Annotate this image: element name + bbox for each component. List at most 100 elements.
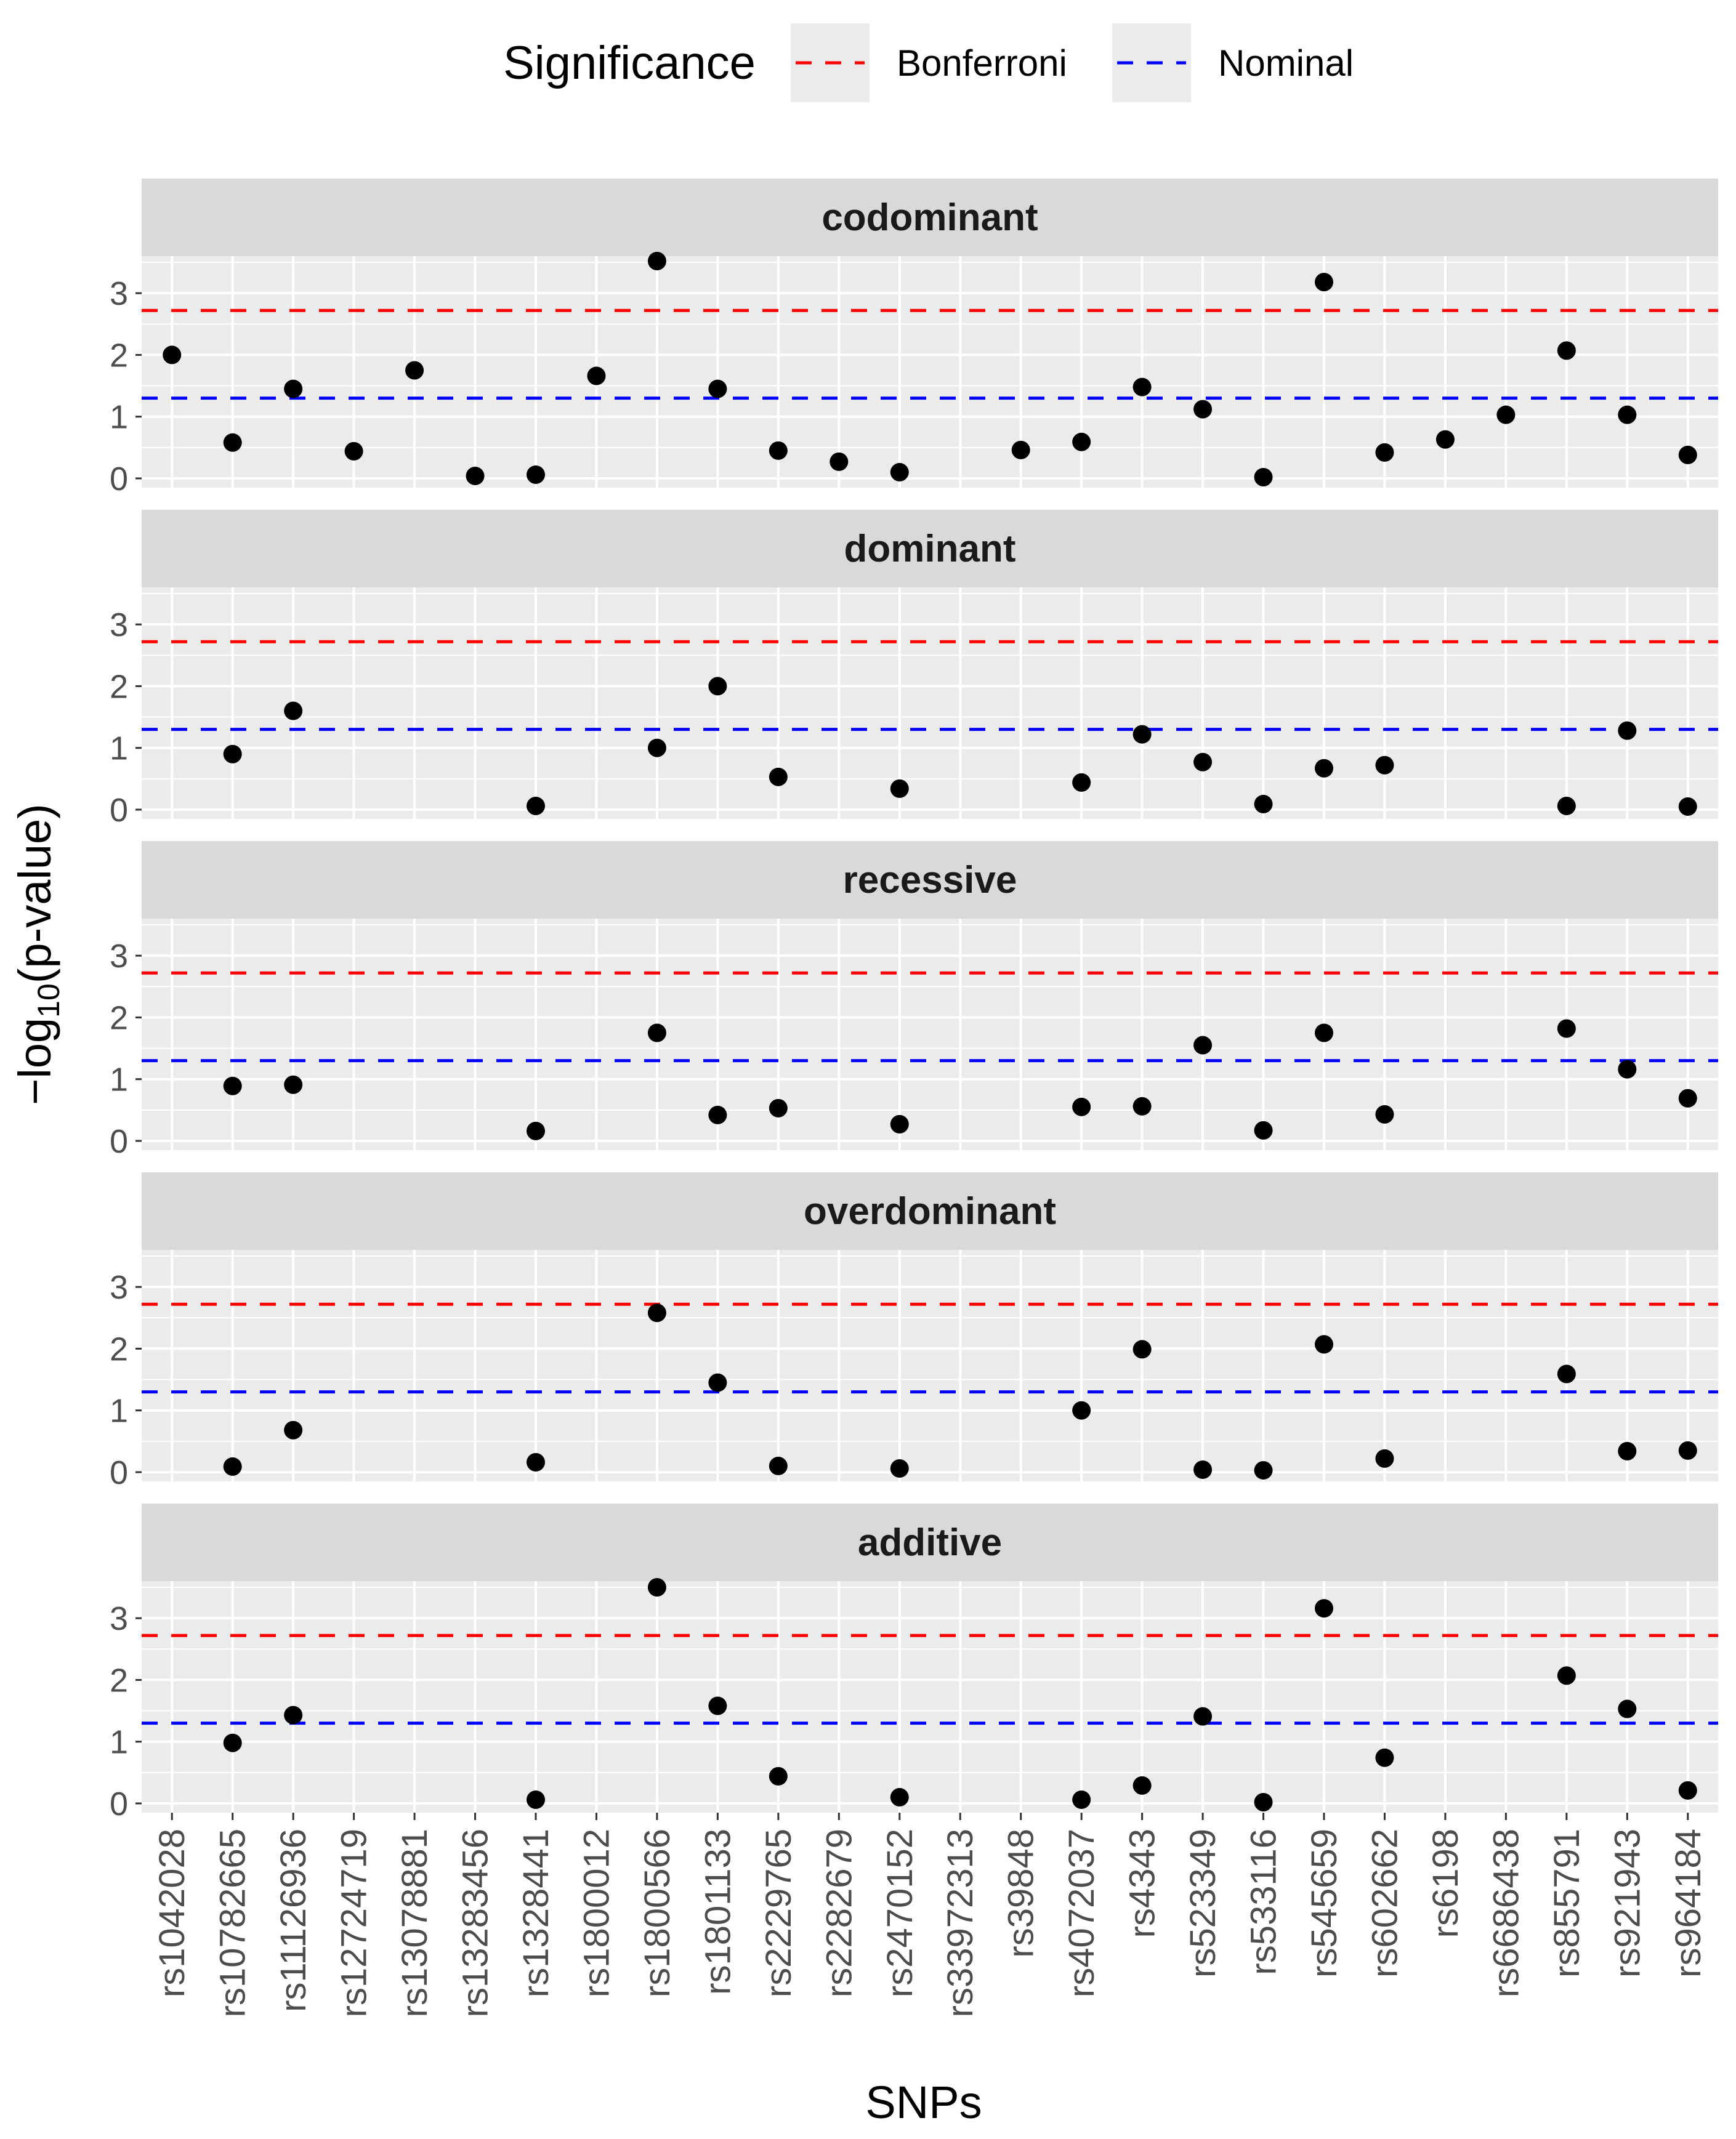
x-tick-label: rs13078881 <box>395 1829 435 2017</box>
data-point <box>890 1459 909 1478</box>
x-tick-label: rs10782665 <box>213 1829 253 2017</box>
data-point <box>1254 1121 1273 1140</box>
y-tick-label: 2 <box>110 1331 128 1368</box>
y-axis-title: −log10(p-value) <box>9 804 66 1105</box>
data-point <box>708 677 727 696</box>
x-tick-label: rs33972313 <box>940 1829 980 2017</box>
data-point <box>466 466 485 485</box>
data-point <box>1254 794 1273 813</box>
data-point <box>527 465 545 484</box>
x-tick-label: rs921943 <box>1607 1829 1647 1978</box>
x-tick-label: rs13283456 <box>456 1829 496 2017</box>
data-point <box>1193 1707 1213 1726</box>
data-point <box>405 361 424 380</box>
strip-dominant <box>142 510 1718 587</box>
data-point <box>1193 1036 1213 1055</box>
data-point <box>1072 1097 1091 1116</box>
data-point <box>1132 725 1152 744</box>
y-tick-label: 0 <box>110 1786 128 1823</box>
plot-bg <box>142 1250 1718 1481</box>
y-tick-label: 3 <box>110 938 128 975</box>
x-tick-label: rs545659 <box>1304 1829 1344 1978</box>
data-point <box>1193 1460 1213 1479</box>
y-tick-label: 2 <box>110 668 128 705</box>
y-tick-label: 2 <box>110 999 128 1036</box>
data-point <box>1678 445 1697 464</box>
data-point <box>284 1706 303 1725</box>
data-point <box>1193 752 1213 771</box>
data-point <box>1254 1460 1273 1480</box>
data-point <box>1618 405 1637 424</box>
data-point <box>223 1076 242 1095</box>
data-point <box>344 441 363 461</box>
x-tick-label: rs12724719 <box>334 1829 374 2017</box>
data-point <box>1618 1060 1637 1079</box>
y-tick-label: 1 <box>110 730 128 767</box>
data-point <box>1557 341 1576 360</box>
strip-overdominant <box>142 1172 1718 1250</box>
x-tick-label: rs4343 <box>1123 1829 1163 1938</box>
x-tick-label: rs855791 <box>1547 1829 1587 1978</box>
y-tick-label: 3 <box>110 1600 128 1637</box>
x-tick-label: rs1042028 <box>152 1829 192 1997</box>
data-point <box>708 1373 727 1392</box>
strip-additive <box>142 1504 1718 1581</box>
data-point <box>1435 430 1455 449</box>
x-tick-label: rs1800566 <box>637 1829 677 1997</box>
data-point <box>527 1452 545 1472</box>
strip-label: overdominant <box>804 1190 1056 1233</box>
panel-overdominant: overdominant 0 1 2 3 <box>110 1172 1718 1491</box>
data-point <box>1254 1792 1273 1811</box>
data-point <box>647 1303 666 1323</box>
data-point <box>1375 1105 1394 1124</box>
panel-dominant: dominant 0 1 2 3 <box>110 510 1718 829</box>
data-point <box>587 366 606 385</box>
x-tick-label: rs602662 <box>1365 1829 1405 1978</box>
y-tick-label: 0 <box>110 792 128 829</box>
data-point <box>1678 797 1697 816</box>
x-tick-label: rs2229765 <box>759 1829 799 1997</box>
data-point <box>647 252 666 271</box>
y-tick-label: 1 <box>110 1724 128 1761</box>
data-point <box>890 1114 909 1134</box>
strip-label: recessive <box>843 859 1017 901</box>
data-point <box>1132 1340 1152 1359</box>
plot-bg <box>142 1581 1718 1813</box>
data-point <box>890 779 909 798</box>
data-point <box>527 1121 545 1140</box>
data-point <box>1496 405 1516 424</box>
legend: Significance Bonferroni Nominal <box>503 23 1354 102</box>
data-point <box>1315 1599 1333 1618</box>
data-point <box>284 1075 303 1094</box>
data-point <box>527 796 545 815</box>
x-tick-label: rs2282679 <box>819 1829 859 1997</box>
x-tick-label: rs11126936 <box>273 1829 313 2012</box>
panel-additive: additive 0 1 2 3 <box>110 1504 1718 1823</box>
data-point <box>1072 432 1091 451</box>
data-point <box>1678 1441 1697 1460</box>
data-point <box>1375 443 1394 462</box>
y-tick-label: 1 <box>110 399 128 436</box>
x-tick-label: rs2470152 <box>880 1829 920 1997</box>
data-point <box>1618 1441 1637 1460</box>
x-tick-label: rs964184 <box>1668 1829 1708 1978</box>
data-point <box>1678 1089 1697 1108</box>
data-point <box>1315 1023 1333 1042</box>
legend-label-1: Nominal <box>1218 42 1354 84</box>
data-point <box>769 1098 788 1118</box>
y-tick-label: 0 <box>110 1123 128 1160</box>
data-point <box>1315 273 1333 292</box>
data-point <box>647 1023 666 1042</box>
data-point <box>708 1105 727 1124</box>
strip-recessive <box>142 841 1718 919</box>
plot-bg <box>142 919 1718 1150</box>
data-point <box>890 1787 909 1807</box>
data-point <box>1193 400 1213 419</box>
data-point <box>830 452 849 471</box>
strip-codominant <box>142 179 1718 256</box>
data-point <box>708 379 727 398</box>
y-tick-label: 1 <box>110 1061 128 1098</box>
data-point <box>1254 467 1273 486</box>
data-point <box>284 1420 303 1440</box>
